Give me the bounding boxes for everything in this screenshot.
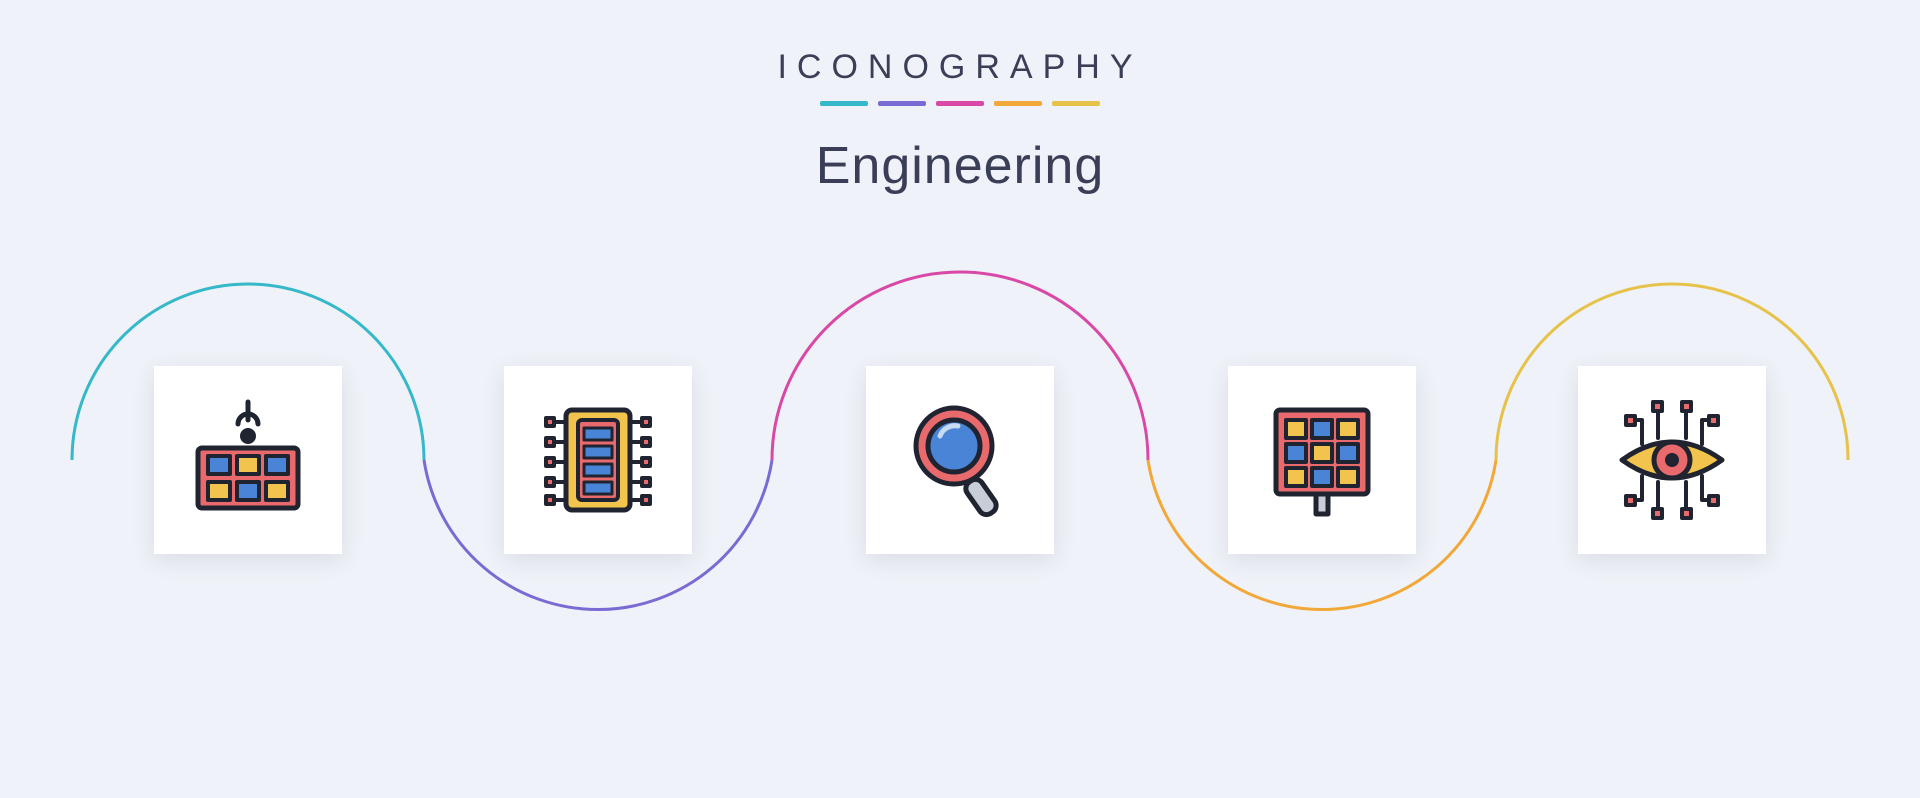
stripe-1 bbox=[878, 101, 926, 106]
crane-container-icon bbox=[154, 366, 342, 554]
magnifier-icon-svg bbox=[896, 396, 1024, 524]
chip-icon-svg bbox=[534, 396, 662, 524]
brand-title: ICONOGRAPHY bbox=[0, 48, 1920, 87]
stripe-0 bbox=[820, 101, 868, 106]
stripe-3 bbox=[994, 101, 1042, 106]
cyber-eye-icon bbox=[1578, 366, 1766, 554]
stage bbox=[0, 260, 1920, 740]
stripe-4 bbox=[1052, 101, 1100, 106]
solar-panel-icon-svg bbox=[1258, 396, 1386, 524]
stripe-2 bbox=[936, 101, 984, 106]
brand-stripes bbox=[0, 101, 1920, 106]
crane-container-icon-svg bbox=[184, 396, 312, 524]
cyber-eye-icon-svg bbox=[1608, 396, 1736, 524]
solar-panel-icon bbox=[1228, 366, 1416, 554]
header: ICONOGRAPHY Engineering bbox=[0, 0, 1920, 196]
chip-icon bbox=[504, 366, 692, 554]
pack-title: Engineering bbox=[0, 136, 1920, 196]
magnifier-icon bbox=[866, 366, 1054, 554]
